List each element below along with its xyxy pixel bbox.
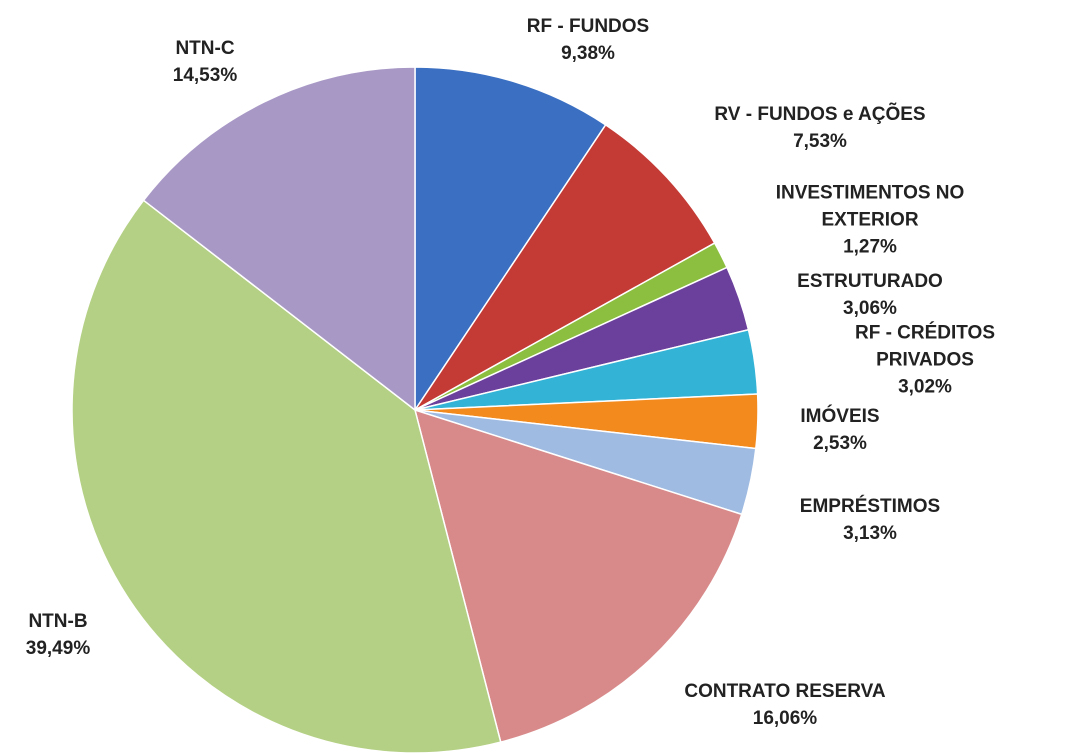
value-label: 39,49% (25, 638, 91, 659)
slice-label: NTN-B 39,49% (26, 608, 90, 662)
category-label: NTN-C (175, 38, 235, 59)
value-label: 9,38% (561, 43, 615, 64)
slice-label: RF - CRÉDITOS PRIVADOS 3,02% (843, 320, 1007, 401)
category-label: CONTRATO RESERVA (684, 681, 886, 702)
slice-label: IMÓVEIS 2,53% (800, 403, 879, 457)
category-label: RF - CRÉDITOS PRIVADOS (854, 322, 996, 371)
slice-label: RF - FUNDOS 9,38% (527, 13, 649, 67)
category-label: IMÓVEIS (800, 406, 880, 427)
pie-slice (142, 66, 416, 412)
slice-label: ESTRUTURADO 3,06% (797, 268, 943, 322)
category-label: EMPRÉSTIMOS (799, 496, 941, 517)
pie-slice (71, 199, 502, 753)
category-label: RF - FUNDOS (526, 16, 650, 37)
value-label: 7,53% (793, 131, 847, 152)
category-label: NTN-B (28, 611, 88, 632)
slice-label: RV - FUNDOS e AÇÕES 7,53% (714, 101, 925, 155)
pie-slice (414, 66, 607, 413)
pie-slice (413, 408, 743, 744)
value-label: 16,06% (752, 708, 818, 729)
value-label: 1,27% (843, 236, 897, 258)
category-label: ESTRUTURADO (797, 271, 943, 292)
value-label: 3,13% (843, 523, 897, 544)
slice-label: INVESTIMENTOS NO EXTERIOR 1,27% (740, 180, 1000, 261)
category-label: RV - FUNDOS e AÇÕES (714, 104, 926, 125)
value-label: 3,06% (843, 298, 897, 319)
category-label: INVESTIMENTOS NO EXTERIOR (775, 182, 965, 231)
pie-slice (414, 123, 716, 411)
slice-label: EMPRÉSTIMOS 3,13% (800, 493, 940, 547)
slice-label: CONTRATO RESERVA 16,06% (684, 678, 885, 732)
value-label: 3,02% (898, 376, 952, 398)
value-label: 14,53% (172, 65, 238, 86)
value-label: 2,53% (813, 433, 867, 454)
slice-label: NTN-C 14,53% (173, 35, 237, 89)
